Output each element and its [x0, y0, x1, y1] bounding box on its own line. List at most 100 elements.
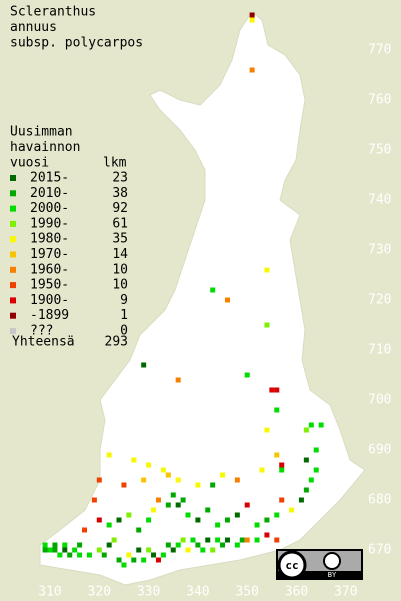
- occurrence-square: [185, 547, 191, 553]
- occurrence-square: [165, 472, 171, 478]
- legend-header: havainnon: [10, 140, 80, 155]
- finland-outline: [39, 11, 366, 586]
- x-tick-label: 310: [38, 585, 61, 600]
- legend-label: -1899: [30, 308, 69, 323]
- occurrence-square: [180, 537, 186, 543]
- occurrence-square: [175, 377, 181, 383]
- occurrence-square: [249, 17, 255, 23]
- occurrence-square: [318, 422, 324, 428]
- occurrence-square: [224, 537, 230, 543]
- legend-label: 1950-: [30, 278, 69, 293]
- occurrence-square: [116, 517, 122, 523]
- legend-count: 35: [112, 232, 128, 247]
- occurrence-square: [77, 542, 83, 548]
- y-tick-label: 740: [368, 193, 391, 208]
- occurrence-square: [77, 552, 83, 558]
- x-tick-label: 350: [235, 585, 258, 600]
- occurrence-square: [279, 467, 285, 473]
- occurrence-square: [165, 542, 171, 548]
- occurrence-square: [239, 537, 245, 543]
- legend-count: 10: [112, 262, 128, 277]
- occurrence-square: [175, 502, 181, 508]
- occurrence-square: [146, 517, 152, 523]
- legend-swatch: [10, 205, 16, 212]
- occurrence-square: [160, 467, 166, 473]
- legend-swatch: [10, 282, 16, 289]
- occurrence-square: [210, 482, 216, 488]
- legend-swatch: [10, 236, 16, 243]
- occurrence-square: [244, 502, 250, 508]
- occurrence-square: [264, 427, 270, 433]
- occurrence-square: [72, 547, 78, 553]
- legend-label: 2000-: [30, 201, 69, 216]
- y-tick-label: 760: [368, 93, 391, 108]
- occurrence-square: [234, 477, 240, 483]
- occurrence-square: [47, 547, 53, 553]
- occurrence-square: [141, 557, 147, 563]
- legend-label: 1960-: [30, 262, 69, 277]
- occurrence-square: [160, 552, 166, 558]
- occurrence-square: [264, 517, 270, 523]
- occurrence-square: [210, 547, 216, 553]
- legend-swatch: [10, 251, 16, 258]
- occurrence-square: [155, 557, 161, 563]
- legend-swatch: [10, 312, 16, 319]
- occurrence-square: [220, 542, 226, 548]
- occurrence-square: [274, 452, 280, 458]
- occurrence-square: [205, 537, 211, 543]
- legend-count: 0: [120, 324, 128, 339]
- y-tick-label: 670: [368, 543, 391, 558]
- occurrence-square: [175, 477, 181, 483]
- legend-swatch: [10, 328, 16, 334]
- occurrence-square: [146, 547, 152, 553]
- occurrence-square: [195, 542, 201, 548]
- occurrence-square: [96, 547, 102, 553]
- occurrence-square: [82, 527, 88, 533]
- occurrence-square: [259, 467, 265, 473]
- y-tick-label: 690: [368, 443, 391, 458]
- legend-label: 1980-: [30, 232, 69, 247]
- occurrence-square: [101, 552, 107, 558]
- title-line: subsp. polycarpos: [10, 36, 143, 51]
- occurrence-square: [106, 542, 112, 548]
- legend-count: 38: [112, 186, 128, 201]
- occurrence-square: [298, 497, 304, 503]
- y-tick-label: 710: [368, 343, 391, 358]
- occurrence-square: [62, 542, 68, 548]
- y-tick-label: 730: [368, 243, 391, 258]
- legend-header: Uusimman: [10, 125, 73, 140]
- occurrence-square: [313, 447, 319, 453]
- occurrence-square: [106, 452, 112, 458]
- legend-label: 2010-: [30, 186, 69, 201]
- license-badge: cc BY: [276, 549, 363, 580]
- legend-total-label: Yhteensä: [12, 335, 75, 350]
- occurrence-square: [151, 552, 157, 558]
- legend-count: 14: [112, 247, 128, 262]
- legend-count-header: lkm: [103, 156, 127, 171]
- occurrence-square: [279, 462, 285, 468]
- occurrence-square: [244, 372, 250, 378]
- occurrence-square: [274, 512, 280, 518]
- occurrence-square: [141, 362, 147, 368]
- y-tick-label: 770: [368, 43, 391, 58]
- occurrence-square: [220, 472, 226, 478]
- occurrence-square: [274, 387, 280, 393]
- occurrence-square: [111, 537, 117, 543]
- occurrence-square: [155, 497, 161, 503]
- occurrence-square: [195, 517, 201, 523]
- legend-swatch: [10, 266, 16, 273]
- occurrence-square: [170, 492, 176, 498]
- occurrence-square: [52, 542, 58, 548]
- occurrence-square: [146, 462, 152, 468]
- occurrence-square: [205, 507, 211, 513]
- occurrence-square: [269, 387, 275, 393]
- occurrence-square: [264, 267, 270, 273]
- occurrence-square: [96, 517, 102, 523]
- occurrence-square: [249, 12, 255, 18]
- legend-label: 1970-: [30, 247, 69, 262]
- legend-swatch: [10, 175, 16, 181]
- occurrence-square: [165, 502, 171, 508]
- occurrence-square: [185, 512, 191, 518]
- occurrence-square: [215, 537, 221, 543]
